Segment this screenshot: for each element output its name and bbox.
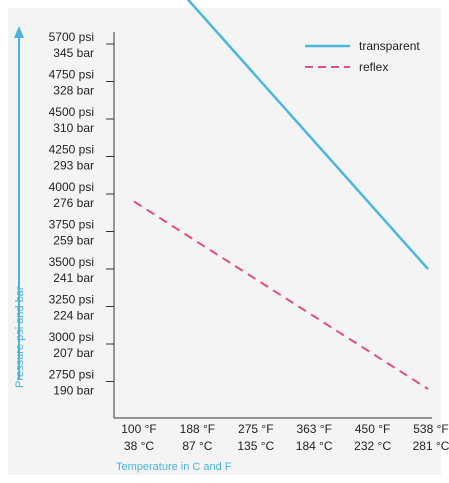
y-tick-label-bar: 207 bar <box>53 346 94 360</box>
y-tick-label-bar: 293 bar <box>53 159 94 173</box>
y-tick-label-psi: 4500 psi <box>49 105 94 119</box>
y-tick-label-psi: 2750 psi <box>49 368 94 382</box>
y-tick-label-bar: 310 bar <box>53 121 94 135</box>
x-tick-label-celsius: 38 °C <box>124 439 154 453</box>
y-tick-label-bar: 190 bar <box>53 384 94 398</box>
x-tick-label-fahrenheit: 100 °F <box>121 422 156 436</box>
y-tick-label-bar: 259 bar <box>53 234 94 248</box>
x-axis-title: Temperature in C and F <box>116 461 232 473</box>
y-axis-arrowhead <box>14 26 24 38</box>
x-tick-label-celsius: 232 °C <box>354 439 391 453</box>
y-tick-label-psi: 3500 psi <box>49 255 94 269</box>
y-tick-label-bar: 224 bar <box>53 309 94 323</box>
legend: transparent reflex <box>305 39 420 74</box>
series-line-transparent <box>186 0 429 270</box>
x-tick-label-fahrenheit: 538 °F <box>413 422 448 436</box>
y-axis-title: Pressure psi and bar <box>14 286 26 388</box>
x-tick-label-fahrenheit: 275 °F <box>238 422 273 436</box>
y-tick-label-psi: 3750 psi <box>49 218 94 232</box>
chart-area <box>8 8 441 475</box>
x-tick-label-celsius: 281 °C <box>413 439 449 453</box>
y-tick-label-psi: 4750 psi <box>49 68 94 82</box>
y-tick-label-bar: 241 bar <box>53 271 94 285</box>
y-tick-label-psi: 4000 psi <box>49 180 94 194</box>
x-tick-label-fahrenheit: 188 °F <box>180 422 215 436</box>
x-tick-label-celsius: 87 °C <box>182 439 212 453</box>
y-tick-label-psi: 3000 psi <box>49 330 94 344</box>
x-tick-label-celsius: 135 °C <box>237 439 274 453</box>
y-tick-label-bar: 328 bar <box>53 84 94 98</box>
y-tick-label-bar: 345 bar <box>53 46 94 60</box>
y-tick-label-psi: 5700 psi <box>49 30 94 44</box>
y-tick-label-psi: 4250 psi <box>49 143 94 157</box>
x-tick-label-celsius: 184 °C <box>296 439 333 453</box>
legend-label-transparent: transparent <box>359 39 420 53</box>
series-line-reflex <box>133 200 429 390</box>
legend-label-reflex: reflex <box>359 60 388 74</box>
x-tick-label-fahrenheit: 363 °F <box>296 422 331 436</box>
y-tick-label-psi: 3250 psi <box>49 293 94 307</box>
x-tick-label-fahrenheit: 450 °F <box>355 422 390 436</box>
y-tick-label-bar: 276 bar <box>53 196 94 210</box>
